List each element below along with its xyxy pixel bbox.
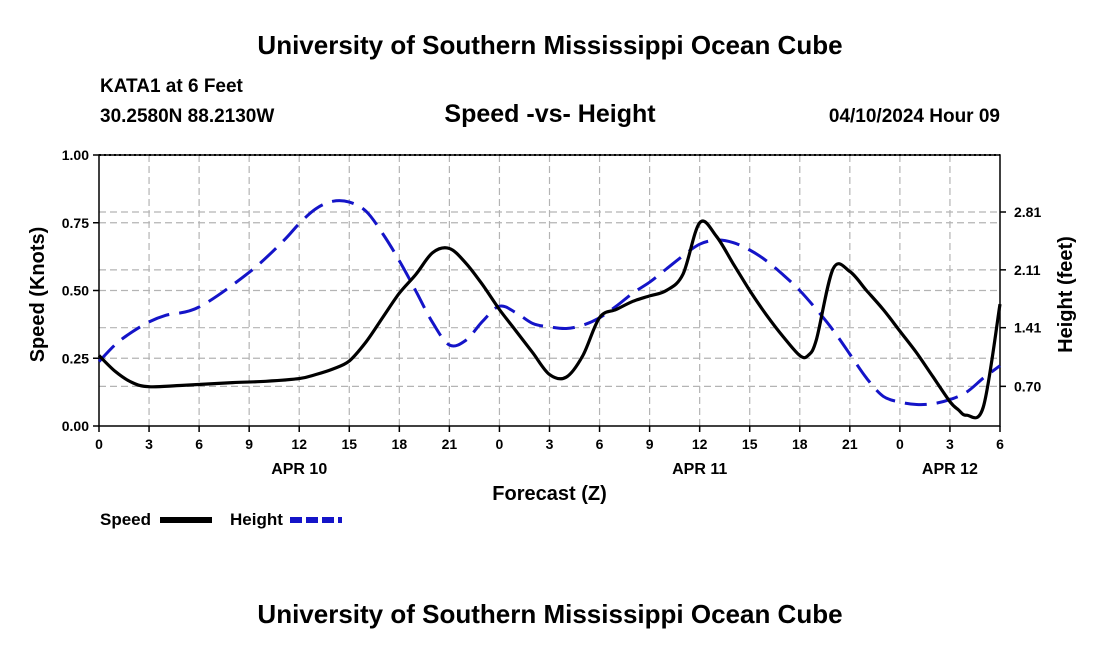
x-tick-label: 3 [946,436,954,452]
y2-tick-label: 2.11 [1014,262,1041,278]
chart-title: University of Southern Mississippi Ocean… [257,30,843,60]
x-axis-title: Forecast (Z) [492,483,606,505]
y2-tick-label: 0.70 [1014,378,1041,394]
chart-subtitle: Speed -vs- Height [444,100,656,128]
speed-series-line [97,219,1002,420]
axes: 0 3 6 9 12 15 18 21 0 3 6 9 12 15 18 21 0 3 6 APR 10 APR 11 A… [62,147,1042,478]
x-tick-label: 21 [842,436,858,452]
legend-speed-label: Speed [100,510,151,529]
y-tick-label: 0.50 [62,283,89,299]
legend-height-label: Height [230,510,283,529]
x-tick-label: 18 [792,436,808,452]
y-tick-label: 1.00 [62,147,89,163]
x-tick-label: 12 [692,436,708,452]
x-date-label: APR 12 [922,461,978,478]
x-tick-label: 6 [195,436,203,452]
height-series-line [97,199,1001,407]
y2-tick-label: 1.41 [1014,320,1041,336]
x-tick-label: 6 [996,436,1004,452]
x-date-label: APR 11 [672,461,727,478]
x-tick-label: 21 [442,436,458,452]
data-series [97,199,1002,420]
x-tick-label: 18 [392,436,408,452]
x-date-label: APR 10 [271,461,327,478]
x-tick-label: 3 [546,436,554,452]
x-tick-label: 0 [95,436,103,452]
y2-tick-label: 2.81 [1014,204,1041,220]
x-tick-label: 15 [341,436,357,452]
station-label: KATA1 at 6 Feet [100,76,243,97]
x-tick-label: 0 [896,436,904,452]
legend: Speed Height [100,510,342,529]
x-tick-label: 12 [291,436,307,452]
footer-title: University of Southern Mississippi Ocean… [257,599,843,629]
x-tick-label: 6 [596,436,604,452]
x-tick-label: 3 [145,436,153,452]
y-tick-label: 0.25 [62,350,89,366]
x-tick-label: 9 [646,436,654,452]
station-coordinates: 30.2580N 88.2130W [100,106,275,127]
x-tick-label: 15 [742,436,758,452]
y2-axis-title: Height (feet) [1055,236,1077,353]
y-tick-label: 0.00 [62,418,89,434]
y-tick-label: 0.75 [62,215,89,231]
x-tick-label: 0 [496,436,504,452]
forecast-datetime: 04/10/2024 Hour 09 [828,106,1000,127]
x-tick-label: 9 [245,436,253,452]
y-axis-title: Speed (Knots) [27,227,49,363]
